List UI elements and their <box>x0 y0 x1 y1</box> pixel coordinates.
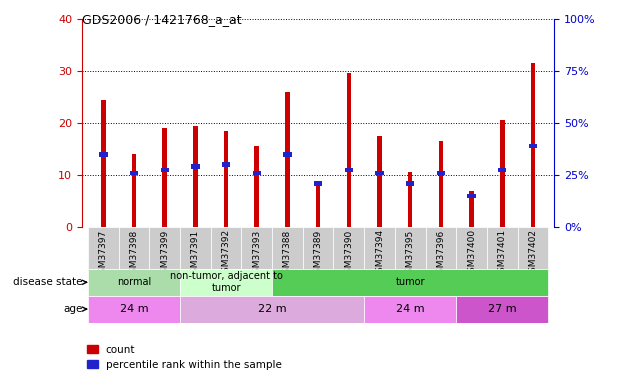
Text: GDS2006 / 1421768_a_at: GDS2006 / 1421768_a_at <box>82 13 241 26</box>
Text: GSM37398: GSM37398 <box>130 229 139 279</box>
Text: GSM37392: GSM37392 <box>222 229 231 278</box>
Bar <box>408 172 413 227</box>
Bar <box>88 269 180 296</box>
Legend: count, percentile rank within the sample: count, percentile rank within the sample <box>87 345 282 370</box>
Text: GSM37391: GSM37391 <box>191 229 200 279</box>
Bar <box>284 152 292 157</box>
Bar <box>118 227 149 269</box>
Bar <box>180 269 272 296</box>
Bar <box>132 154 136 227</box>
Bar <box>487 227 518 269</box>
Text: GSM37395: GSM37395 <box>406 229 415 279</box>
Bar <box>345 168 353 172</box>
Bar <box>161 168 169 172</box>
Bar <box>314 181 323 186</box>
Bar <box>100 152 108 157</box>
Bar <box>193 126 198 227</box>
Text: GSM37402: GSM37402 <box>529 229 537 278</box>
Bar <box>467 194 476 198</box>
Bar <box>88 227 118 269</box>
Bar <box>316 183 321 227</box>
Text: 22 m: 22 m <box>258 304 287 314</box>
Bar <box>518 227 548 269</box>
Text: GSM37390: GSM37390 <box>345 229 353 279</box>
Bar <box>529 144 537 148</box>
Bar <box>406 181 415 186</box>
Bar <box>255 146 259 227</box>
Text: 24 m: 24 m <box>396 304 425 314</box>
Text: GSM37388: GSM37388 <box>283 229 292 279</box>
Bar <box>364 296 456 322</box>
Bar <box>437 171 445 176</box>
Text: GSM37399: GSM37399 <box>160 229 169 279</box>
Text: GSM37397: GSM37397 <box>99 229 108 279</box>
Bar <box>303 227 333 269</box>
Text: 24 m: 24 m <box>120 304 149 314</box>
Text: 27 m: 27 m <box>488 304 517 314</box>
Bar <box>438 141 443 227</box>
Text: normal: normal <box>117 277 151 287</box>
Text: age: age <box>63 304 86 314</box>
Text: GSM37389: GSM37389 <box>314 229 323 279</box>
Bar <box>530 63 536 227</box>
Bar <box>395 227 425 269</box>
Bar <box>456 296 548 322</box>
Text: disease state: disease state <box>13 277 86 287</box>
Bar <box>222 162 230 167</box>
Bar <box>425 227 456 269</box>
Bar <box>375 171 384 176</box>
Bar <box>192 164 200 169</box>
Text: GSM37401: GSM37401 <box>498 229 507 278</box>
Bar <box>346 74 351 227</box>
Text: GSM37393: GSM37393 <box>252 229 261 279</box>
Bar <box>180 227 211 269</box>
Text: tumor: tumor <box>396 277 425 287</box>
Bar <box>272 227 303 269</box>
Bar <box>272 269 548 296</box>
Text: GSM37396: GSM37396 <box>437 229 445 279</box>
Text: non-tumor, adjacent to
tumor: non-tumor, adjacent to tumor <box>169 272 282 293</box>
Bar <box>364 227 395 269</box>
Bar <box>377 136 382 227</box>
Bar <box>211 227 241 269</box>
Bar <box>180 296 364 322</box>
Bar <box>285 92 290 227</box>
Bar <box>224 131 229 227</box>
Bar <box>149 227 180 269</box>
Bar <box>130 171 138 176</box>
Bar <box>163 128 167 227</box>
Bar <box>88 296 180 322</box>
Bar <box>469 191 474 227</box>
Bar <box>498 168 507 172</box>
Bar <box>253 171 261 176</box>
Bar <box>101 99 106 227</box>
Bar <box>241 227 272 269</box>
Bar <box>500 120 505 227</box>
Text: GSM37400: GSM37400 <box>467 229 476 278</box>
Bar <box>333 227 364 269</box>
Text: GSM37394: GSM37394 <box>375 229 384 278</box>
Bar <box>456 227 487 269</box>
